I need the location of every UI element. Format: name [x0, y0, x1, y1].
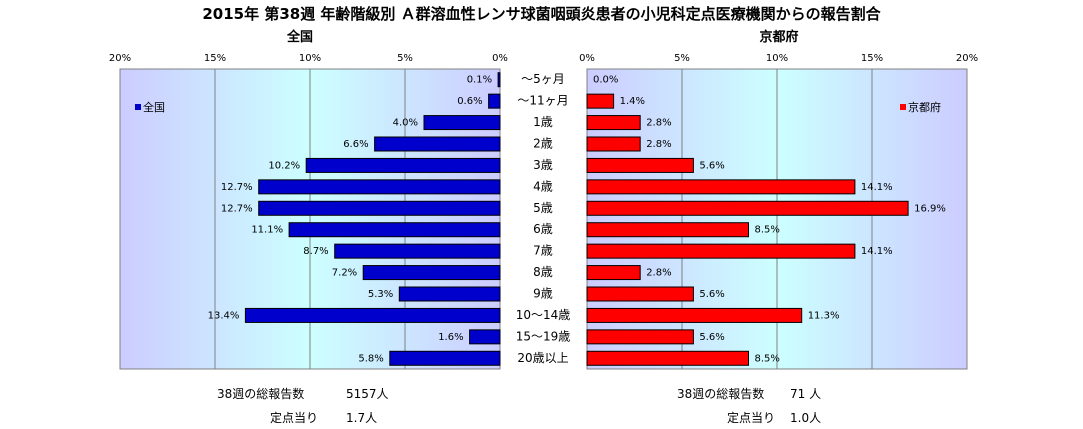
right-per-value: 1.0人 — [790, 411, 822, 425]
data-label-kyoto: 16.9% — [914, 203, 946, 214]
data-label-kyoto: 5.6% — [699, 289, 724, 300]
bar-kyoto — [586, 243, 856, 259]
bar-national — [497, 72, 501, 88]
data-label-kyoto: 5.6% — [699, 160, 724, 171]
data-label-kyoto: 11.3% — [808, 310, 840, 321]
bar-kyoto — [586, 179, 856, 195]
bar-national — [488, 93, 501, 109]
bar-national — [305, 157, 501, 173]
category-label: 8歳 — [533, 265, 553, 279]
category-label: 9歳 — [533, 287, 553, 301]
bar-national — [258, 200, 501, 216]
data-label-national: 0.6% — [457, 96, 482, 107]
data-label-national: 7.2% — [332, 268, 357, 279]
bar-kyoto — [586, 157, 694, 173]
category-label: 6歳 — [533, 222, 553, 236]
bar-national — [362, 265, 501, 281]
bar-kyoto — [586, 265, 641, 281]
category-label: 7歳 — [533, 244, 553, 258]
legend-label-national: 全国 — [143, 100, 165, 114]
panel-title-kyoto: 京都府 — [759, 30, 799, 45]
data-label-kyoto: 0.0% — [593, 75, 618, 86]
data-label-national: 5.8% — [358, 353, 383, 364]
data-label-kyoto: 14.1% — [861, 182, 893, 193]
bar-national — [334, 243, 501, 259]
left-total-value: 5157人 — [346, 387, 389, 401]
category-label: 2歳 — [533, 137, 553, 151]
tick-label-national: 20% — [109, 53, 131, 64]
category-label: 1歳 — [533, 115, 553, 129]
bar-national — [288, 222, 501, 238]
right-total-value: 71 人 — [790, 387, 822, 401]
data-label-kyoto: 2.8% — [646, 139, 671, 150]
bar-national — [374, 136, 501, 152]
tick-label-national: 5% — [397, 53, 413, 64]
category-label: 3歳 — [533, 158, 553, 172]
chart-title: 2015年 第38週 年齢階級別 Ａ群溶血性レンサ球菌咽頭炎患者の小児科定点医療… — [202, 5, 881, 23]
data-label-national: 12.7% — [221, 203, 253, 214]
bar-kyoto — [586, 222, 749, 238]
category-label: 20歳以上 — [517, 351, 568, 365]
bar-national — [389, 350, 501, 366]
data-label-kyoto: 1.4% — [620, 96, 645, 107]
category-label: ～5ヶ月 — [521, 72, 565, 86]
data-label-national: 12.7% — [221, 182, 253, 193]
category-label: 15～19歳 — [516, 329, 571, 343]
data-label-national: 8.7% — [303, 246, 328, 257]
right-per-label: 定点当り — [727, 411, 776, 425]
bar-national — [398, 286, 501, 302]
bar-national — [244, 307, 501, 323]
data-label-kyoto: 2.8% — [646, 118, 671, 129]
data-label-kyoto: 14.1% — [861, 246, 893, 257]
data-label-kyoto: 8.5% — [755, 353, 780, 364]
tick-label-kyoto: 5% — [674, 53, 690, 64]
bar-kyoto — [586, 200, 909, 216]
bar-kyoto — [586, 115, 641, 131]
bar-kyoto — [586, 350, 749, 366]
data-label-kyoto: 2.8% — [646, 268, 671, 279]
category-label: 4歳 — [533, 179, 553, 193]
data-label-national: 0.1% — [467, 75, 492, 86]
bar-kyoto — [586, 93, 615, 109]
data-label-national: 1.6% — [438, 332, 463, 343]
data-label-national: 5.3% — [368, 289, 393, 300]
bar-national — [469, 329, 501, 345]
panel-title-national: 全国 — [286, 30, 314, 45]
data-label-national: 11.1% — [251, 225, 283, 236]
tick-label-national: 10% — [299, 53, 321, 64]
category-label: ～11ヶ月 — [517, 94, 568, 108]
data-label-national: 4.0% — [393, 118, 418, 129]
right-total-label: 38週の総報告数 — [677, 387, 765, 401]
tick-label-kyoto: 15% — [861, 53, 883, 64]
category-label: 5歳 — [533, 201, 553, 215]
bar-national — [258, 179, 501, 195]
left-total-label: 38週の総報告数 — [217, 387, 305, 401]
left-per-label: 定点当り — [270, 411, 319, 425]
tick-label-kyoto: 20% — [956, 53, 978, 64]
tick-label-national: 0% — [492, 53, 508, 64]
bar-kyoto — [586, 136, 641, 152]
data-label-kyoto: 8.5% — [755, 225, 780, 236]
left-per-value: 1.7人 — [346, 411, 378, 425]
tick-label-national: 15% — [204, 53, 226, 64]
bar-national — [423, 115, 501, 131]
tick-label-kyoto: 10% — [766, 53, 788, 64]
legend-swatch-kyoto — [900, 104, 906, 110]
bar-kyoto — [586, 329, 694, 345]
data-label-national: 10.2% — [268, 160, 300, 171]
data-label-national: 13.4% — [208, 310, 240, 321]
tick-label-kyoto: 0% — [579, 53, 595, 64]
data-label-national: 6.6% — [343, 139, 368, 150]
legend-label-kyoto: 京都府 — [908, 100, 941, 114]
data-label-kyoto: 5.6% — [699, 332, 724, 343]
bar-kyoto — [586, 307, 803, 323]
bar-kyoto — [586, 286, 694, 302]
category-label: 10～14歳 — [516, 308, 571, 322]
legend-swatch-national — [135, 104, 141, 110]
